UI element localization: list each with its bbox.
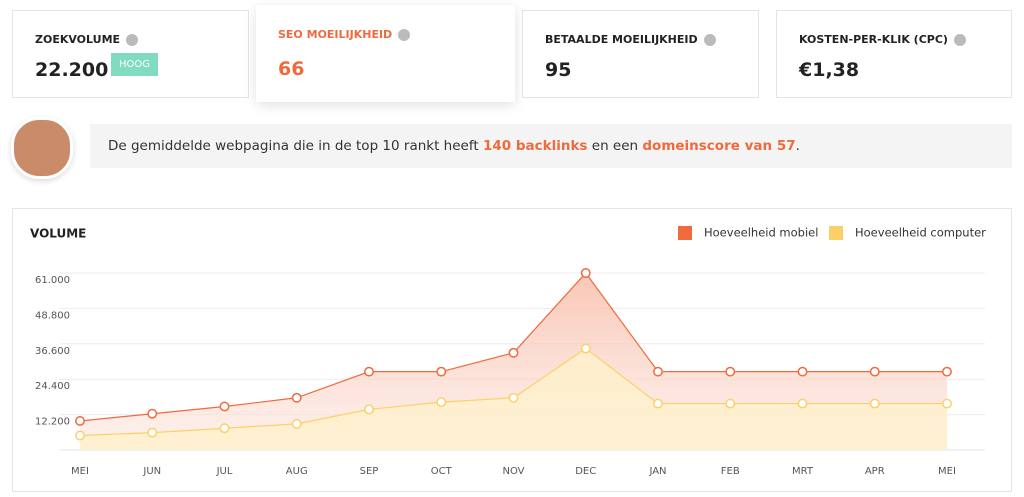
- point: [364, 366, 374, 377]
- badge: HOOG: [111, 53, 159, 76]
- help-icon[interactable]: [398, 28, 411, 41]
- point: [653, 366, 663, 377]
- legend-swatch: [678, 226, 692, 240]
- x-tick-label: APR: [865, 466, 885, 477]
- y-tick-label: 12.200: [35, 417, 70, 428]
- point: [725, 398, 736, 409]
- banner-highlight: 140 backlinks: [482, 138, 588, 154]
- x-tick-label: MRT: [792, 466, 814, 477]
- card-title-text: KOSTEN-PER-KLIK (CPC): [799, 33, 948, 46]
- card-title-text: SEO MOEILIJKHEID: [278, 28, 393, 41]
- x-tick-label: MEI: [938, 466, 956, 477]
- point: [75, 416, 85, 426]
- legend-swatch: [829, 226, 843, 240]
- x-tick-label: MEI: [71, 466, 89, 477]
- card-title: ZOEKVOLUME: [35, 33, 139, 46]
- avatar: [11, 117, 73, 179]
- point: [580, 343, 591, 354]
- y-tick-label: 36.600: [35, 346, 70, 357]
- point: [436, 397, 447, 408]
- x-tick-label: JAN: [648, 466, 666, 477]
- help-icon[interactable]: [953, 33, 966, 46]
- point: [219, 423, 230, 434]
- card-title: BETAALDE MOEILIJKHEID: [545, 33, 716, 46]
- point: [942, 366, 952, 377]
- help-icon[interactable]: [126, 33, 139, 46]
- point: [219, 401, 230, 412]
- card[interactable]: SEO MOEILIJKHEID 66: [256, 5, 515, 102]
- banner-highlight: domeinscore van 57: [642, 138, 796, 154]
- card-value: 22.200: [35, 59, 109, 81]
- point: [869, 366, 880, 377]
- chart-panel: [12, 208, 1012, 492]
- point: [797, 366, 808, 377]
- y-tick-label: 48.800: [35, 310, 70, 321]
- point: [291, 392, 302, 403]
- banner: De gemiddelde webpagina die in de top 10…: [90, 124, 1012, 168]
- point: [580, 268, 591, 278]
- legend-label: Hoeveelheid computer: [855, 226, 986, 240]
- point: [147, 427, 158, 438]
- banner-text: .: [795, 138, 800, 154]
- point: [869, 398, 880, 409]
- point: [653, 398, 663, 409]
- point: [508, 392, 519, 403]
- banner-text: De gemiddelde webpagina die in de top 10…: [108, 138, 483, 154]
- x-tick-label: JUL: [216, 466, 233, 477]
- y-tick-label: 61.000: [35, 275, 70, 286]
- x-tick-label: OCT: [431, 466, 453, 477]
- point: [364, 404, 374, 415]
- x-tick-label: DEC: [575, 466, 596, 477]
- x-tick-label: AUG: [286, 466, 308, 477]
- card[interactable]: BETAALDE MOEILIJKHEID 95: [522, 10, 759, 98]
- card-value: €1,38: [799, 59, 860, 81]
- x-tick-label: NOV: [502, 466, 524, 477]
- point: [797, 398, 808, 409]
- point: [147, 408, 158, 419]
- point: [436, 366, 447, 377]
- point: [942, 398, 952, 409]
- banner-text: en een: [587, 138, 643, 154]
- legend-label: Hoeveelheid mobiel: [704, 226, 818, 240]
- x-tick-label: JUN: [142, 466, 161, 477]
- point: [75, 430, 85, 441]
- card-title-text: BETAALDE MOEILIJKHEID: [545, 33, 698, 46]
- point: [508, 347, 519, 358]
- x-tick-label: FEB: [721, 466, 740, 477]
- card-value: 95: [545, 59, 572, 81]
- card-title: KOSTEN-PER-KLIK (CPC): [799, 33, 966, 46]
- card-title: SEO MOEILIJKHEID: [278, 28, 411, 41]
- point: [725, 366, 736, 377]
- help-icon[interactable]: [703, 33, 716, 46]
- card[interactable]: KOSTEN-PER-KLIK (CPC) €1,38: [776, 10, 1012, 98]
- card[interactable]: ZOEKVOLUME 22.200 HOOG: [12, 10, 249, 98]
- y-tick-label: 24.400: [35, 381, 70, 392]
- chart-title: VOLUME: [30, 227, 86, 241]
- card-title-text: ZOEKVOLUME: [35, 33, 121, 46]
- card-value: 66: [278, 58, 305, 80]
- point: [291, 418, 302, 429]
- x-tick-label: SEP: [360, 466, 379, 477]
